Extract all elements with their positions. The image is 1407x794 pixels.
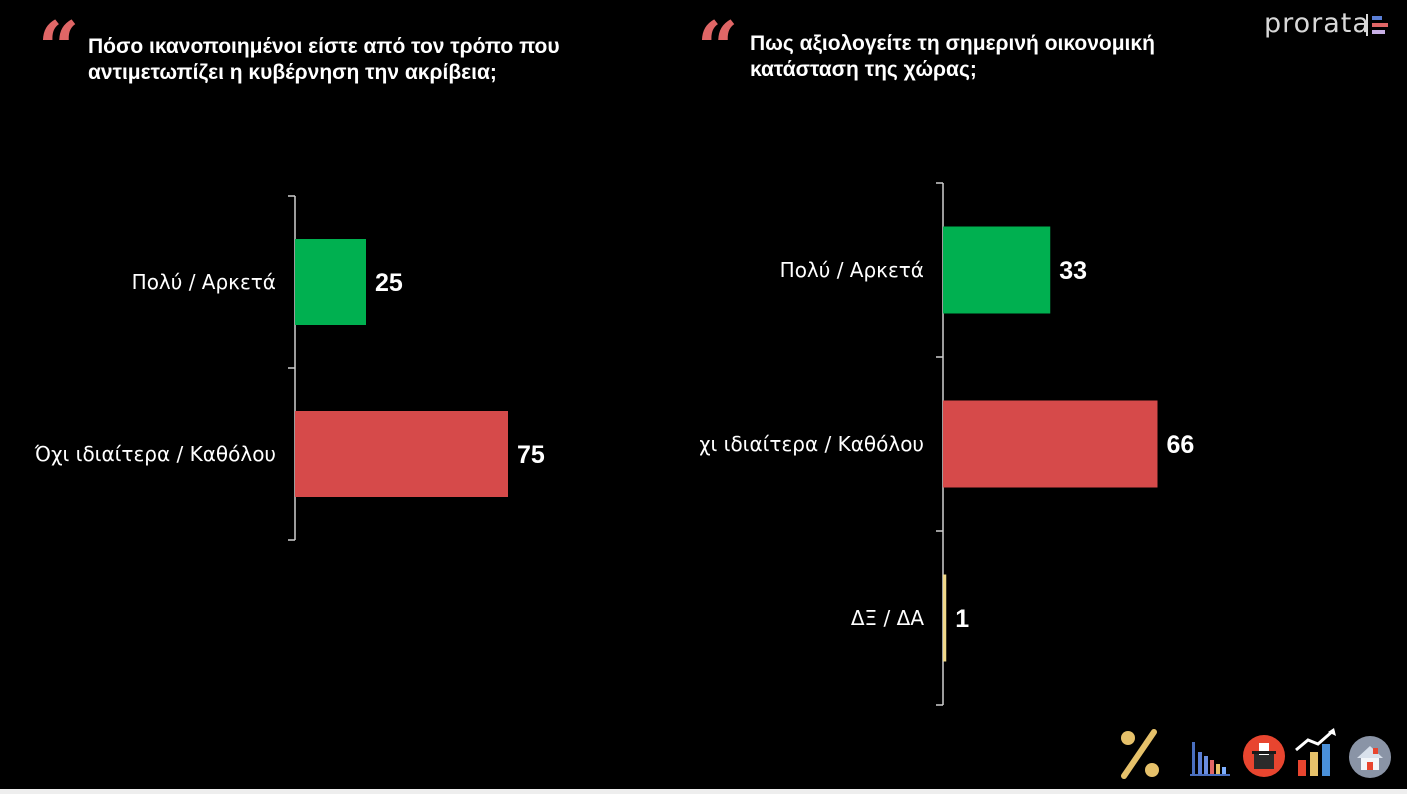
quote-mark-icon: “ — [38, 5, 79, 90]
chart-economy: Πολύ / Αρκετά 33 Όχι ιδιαίτερα / Καθόλου 66… — [700, 182, 1195, 706]
brand-logo: prorata — [1264, 8, 1370, 39]
chart-1-title: Πόσο ικανοποιημένοι είστε από τον τρόπο … — [88, 35, 560, 84]
chart-2-title: Πως αξιολογείτε τη σημερινή οικονομική κ… — [750, 32, 1155, 81]
chart-satisfaction: Πολύ / Αρκετά 25 Όχι ιδιαίτερα / Καθόλου 75 — [34, 195, 545, 541]
value-label: 75 — [517, 441, 545, 469]
bar — [295, 411, 508, 497]
bar — [943, 226, 1051, 314]
bar — [295, 239, 366, 325]
category-label: Πολύ / Αρκετά — [132, 270, 276, 294]
category-label: Πολύ / Αρκετά — [780, 258, 924, 282]
percent-icon — [1121, 729, 1159, 779]
category-label: Όχι ιδιαίτερα / Καθόλου — [34, 442, 276, 466]
bottom-strip — [0, 789, 1407, 794]
value-label: 1 — [955, 605, 969, 633]
house-icon — [1349, 736, 1391, 778]
bar-chart-icon — [1190, 742, 1230, 776]
value-label: 66 — [1167, 431, 1195, 459]
category-label: ΔΞ / ΔΑ — [851, 606, 924, 630]
category-label: Όχι ιδιαίτερα / Καθόλου — [700, 432, 924, 456]
value-label: 25 — [375, 269, 403, 297]
brand-bars-icon — [1366, 14, 1388, 36]
bar — [943, 400, 1158, 488]
ballot-box-icon — [1243, 735, 1285, 777]
quote-mark-icon: “ — [697, 5, 738, 90]
growth-chart-icon — [1295, 728, 1336, 776]
bar — [943, 574, 947, 662]
value-label: 33 — [1059, 257, 1087, 285]
